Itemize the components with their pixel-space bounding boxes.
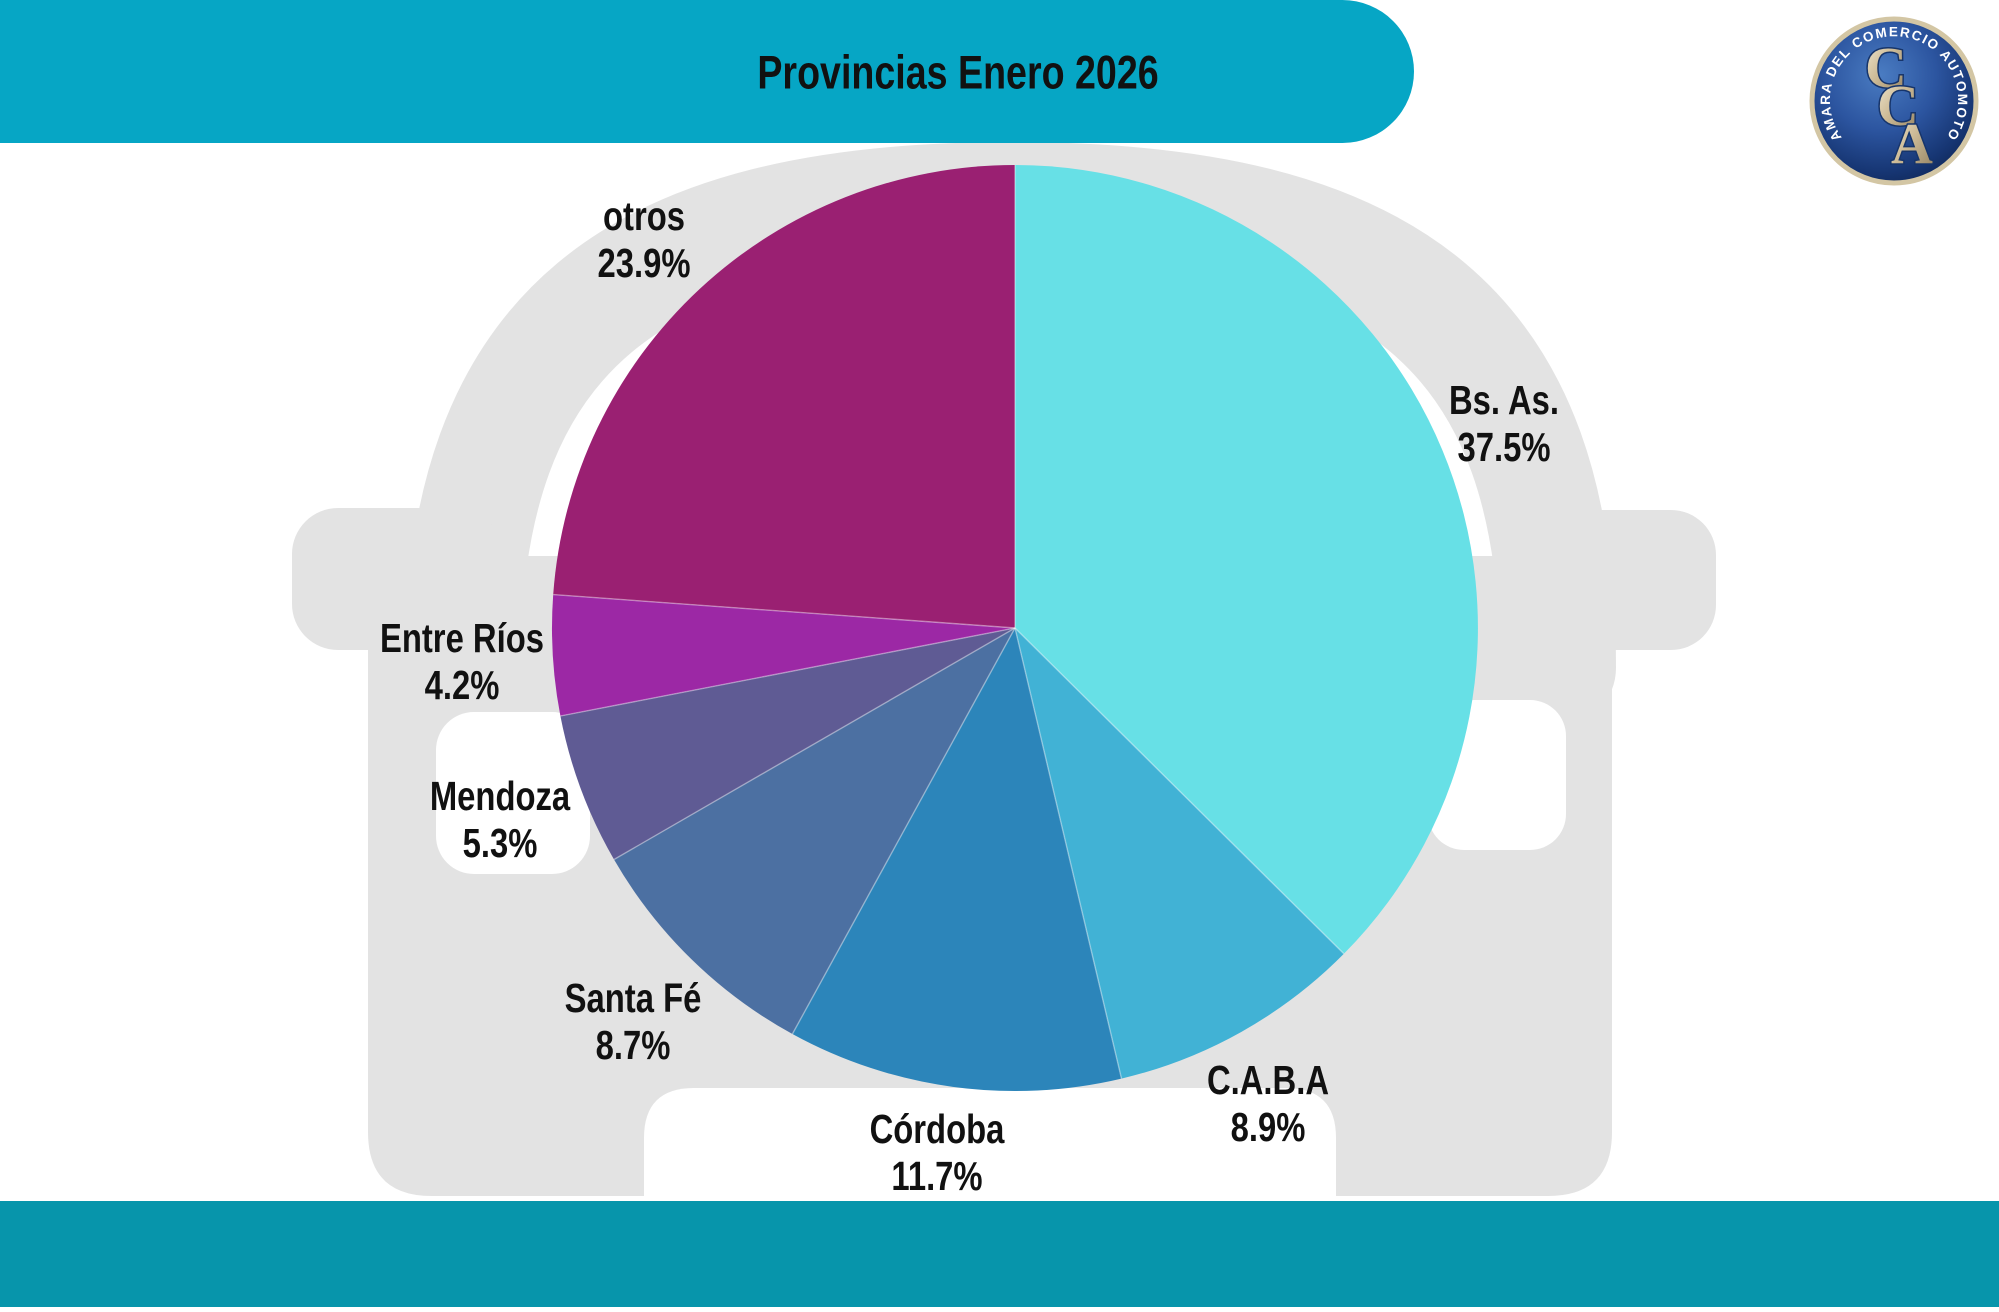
left-window-cutout	[436, 712, 590, 874]
label-santa-fe: Santa Fé 8.7%	[537, 975, 729, 1069]
pie-slice-otros	[553, 165, 1015, 628]
slice-separator	[560, 627, 1016, 717]
label-caba: C.A.B.A 8.9%	[1172, 1057, 1364, 1151]
logo-badge-circle	[1809, 16, 1979, 186]
slice-separator	[1014, 627, 1123, 1079]
pie-slice-entre-r-os	[551, 594, 1015, 716]
pie-slice-c-rdoba	[792, 628, 1122, 1092]
label-caba-pct: 8.9%	[1230, 1104, 1306, 1150]
label-mendoza-name: Mendoza	[429, 773, 571, 819]
slice-separator	[613, 627, 1016, 861]
label-entre-rios-pct: 4.2%	[424, 662, 500, 708]
label-bs-as-pct: 37.5%	[1457, 424, 1551, 470]
label-otros-name: otros	[603, 193, 685, 239]
label-mendoza: Mendoza 5.3%	[404, 773, 596, 867]
pie-slice-c-a-b-a	[1015, 628, 1344, 1079]
slice-separator	[791, 627, 1016, 1035]
pie-slice-santa-f-	[614, 628, 1015, 1034]
slice-separator	[1014, 627, 1345, 955]
label-cordoba-pct: 11.7%	[891, 1153, 983, 1199]
label-santa-fe-name: Santa Fé	[564, 975, 702, 1021]
label-bs-as: Bs. As. 37.5%	[1408, 377, 1600, 471]
label-otros: otros 23.9%	[548, 193, 740, 287]
slice-separator	[553, 593, 1016, 629]
label-bs-as-name: Bs. As.	[1449, 377, 1559, 423]
label-caba-name: C.A.B.A	[1206, 1057, 1330, 1103]
logo-letter-a: A	[1891, 111, 1933, 176]
label-entre-rios-name: Entre Ríos	[379, 615, 545, 661]
pie-slice-mendoza	[560, 628, 1015, 860]
label-otros-pct: 23.9%	[597, 240, 691, 286]
cca-logo: CAMARA DEL COMERCIO AUTOMOTOR C C A	[1808, 15, 1979, 186]
header-band	[0, 0, 1414, 143]
bottom-cutout	[644, 1088, 1336, 1200]
label-mendoza-pct: 5.3%	[462, 820, 538, 866]
pie-slice-bs-as-	[1015, 165, 1478, 954]
label-cordoba: Córdoba 11.7%	[841, 1106, 1033, 1200]
logo-letter-c1: C	[1865, 35, 1907, 100]
footer-band	[0, 1201, 1999, 1307]
label-cordoba-name: Córdoba	[869, 1106, 1005, 1152]
label-santa-fe-pct: 8.7%	[595, 1022, 671, 1068]
page-title: Provincias Enero 2026	[757, 45, 1159, 99]
logo-letter-c2: C	[1877, 73, 1919, 138]
label-entre-rios: Entre Ríos 4.2%	[366, 615, 558, 709]
